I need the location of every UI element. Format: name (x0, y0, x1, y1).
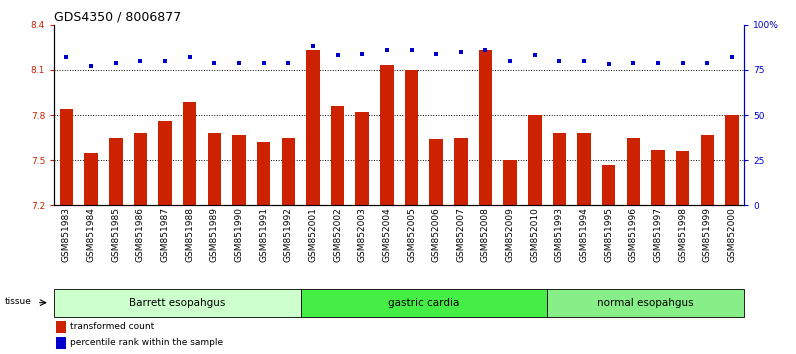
Text: gastric cardia: gastric cardia (388, 298, 459, 308)
Bar (478, 50, 492, 205)
Bar (134, 133, 147, 205)
Point (306, 44, 319, 49)
Point (553, 58, 566, 64)
Point (331, 53, 344, 58)
Point (380, 47, 393, 53)
Text: GSM851997: GSM851997 (654, 207, 662, 262)
Text: GSM851994: GSM851994 (579, 207, 588, 262)
Text: percentile rank within the sample: percentile rank within the sample (70, 338, 223, 347)
Point (208, 60, 220, 65)
Point (726, 55, 739, 60)
Point (701, 60, 714, 65)
Bar (257, 142, 271, 205)
Bar (380, 65, 394, 205)
Bar (577, 133, 591, 205)
Bar (676, 151, 689, 205)
Bar (700, 135, 714, 205)
Point (430, 51, 443, 57)
Text: GDS4350 / 8006877: GDS4350 / 8006877 (54, 11, 181, 24)
Point (677, 60, 689, 65)
Bar (56, 337, 66, 349)
Bar (282, 138, 295, 205)
Text: GSM852003: GSM852003 (357, 207, 367, 262)
Text: GSM852002: GSM852002 (333, 207, 342, 262)
Text: tissue: tissue (4, 297, 31, 306)
Text: GSM851991: GSM851991 (259, 207, 268, 262)
Point (603, 62, 615, 67)
Text: GSM852005: GSM852005 (407, 207, 416, 262)
Text: GSM852004: GSM852004 (382, 207, 392, 262)
Bar (725, 115, 739, 205)
Point (405, 47, 418, 53)
Point (282, 60, 295, 65)
Text: GSM851998: GSM851998 (678, 207, 687, 262)
Bar (602, 165, 615, 205)
Point (356, 51, 369, 57)
Bar (54, 289, 301, 317)
Text: GSM851983: GSM851983 (62, 207, 71, 262)
Bar (503, 160, 517, 205)
Point (183, 55, 196, 60)
Text: GSM851989: GSM851989 (210, 207, 219, 262)
Point (60, 55, 72, 60)
Bar (208, 133, 221, 205)
Bar (306, 50, 320, 205)
Text: GSM851999: GSM851999 (703, 207, 712, 262)
Bar (60, 109, 73, 205)
Text: GSM851990: GSM851990 (235, 207, 244, 262)
Bar (109, 138, 123, 205)
Text: GSM852006: GSM852006 (431, 207, 441, 262)
Bar (454, 138, 467, 205)
Bar (183, 102, 197, 205)
Text: GSM851986: GSM851986 (136, 207, 145, 262)
Text: GSM852007: GSM852007 (456, 207, 466, 262)
Bar (301, 289, 547, 317)
Point (455, 49, 467, 55)
Bar (552, 133, 566, 205)
Point (232, 60, 245, 65)
Point (479, 47, 492, 53)
Text: GSM851993: GSM851993 (555, 207, 564, 262)
Text: GSM851995: GSM851995 (604, 207, 613, 262)
Bar (626, 138, 640, 205)
Bar (232, 135, 246, 205)
Point (257, 60, 270, 65)
Point (652, 60, 665, 65)
Text: GSM852001: GSM852001 (308, 207, 318, 262)
Text: GSM851984: GSM851984 (87, 207, 96, 262)
Text: GSM852010: GSM852010 (530, 207, 539, 262)
Bar (429, 139, 443, 205)
Text: transformed count: transformed count (70, 322, 154, 331)
Bar (528, 115, 541, 205)
Point (158, 58, 171, 64)
Point (84, 63, 97, 69)
Bar (404, 70, 418, 205)
Text: Barrett esopahgus: Barrett esopahgus (129, 298, 225, 308)
Bar (651, 150, 665, 205)
Text: GSM852000: GSM852000 (728, 207, 736, 262)
Bar (56, 321, 66, 333)
Point (134, 58, 146, 64)
Point (627, 60, 640, 65)
Point (578, 58, 591, 64)
Text: GSM851992: GSM851992 (284, 207, 293, 262)
Text: GSM852008: GSM852008 (481, 207, 490, 262)
Text: GSM851996: GSM851996 (629, 207, 638, 262)
Bar (84, 153, 98, 205)
Text: GSM851987: GSM851987 (161, 207, 170, 262)
Point (504, 58, 517, 64)
Text: normal esopahgus: normal esopahgus (597, 298, 694, 308)
Text: GSM851985: GSM851985 (111, 207, 120, 262)
Bar (158, 121, 172, 205)
Point (109, 60, 122, 65)
Text: GSM852009: GSM852009 (505, 207, 514, 262)
Bar (547, 289, 744, 317)
Text: GSM851988: GSM851988 (185, 207, 194, 262)
Bar (356, 112, 369, 205)
Bar (331, 106, 345, 205)
Point (529, 53, 541, 58)
